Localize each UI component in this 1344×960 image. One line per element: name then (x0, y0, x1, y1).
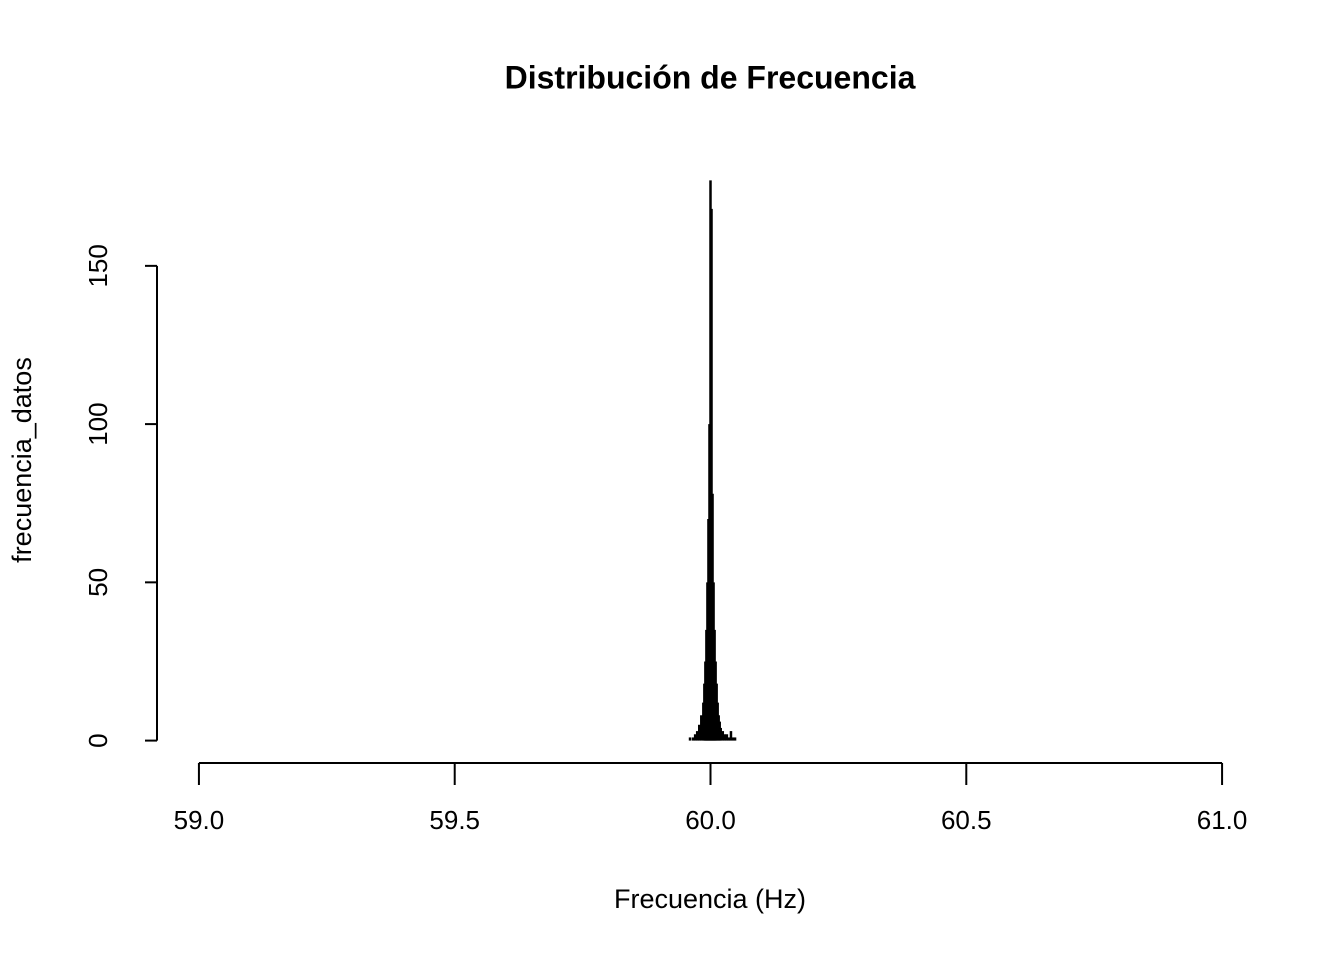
x-axis-label: Frecuencia (Hz) (614, 884, 806, 914)
y-tick-label: 150 (83, 244, 113, 287)
x-tick-label: 59.5 (429, 805, 480, 835)
y-axis-label: frecuencia_datos (7, 357, 37, 563)
x-tick-label: 60.5 (941, 805, 992, 835)
x-tick-label: 61.0 (1197, 805, 1248, 835)
y-tick-label: 100 (83, 402, 113, 445)
x-tick-label: 60.0 (685, 805, 736, 835)
chart-title: Distribución de Frecuencia (505, 59, 916, 95)
x-tick-label: 59.0 (174, 805, 225, 835)
y-tick-label: 0 (83, 733, 113, 747)
y-tick-label: 50 (83, 568, 113, 597)
